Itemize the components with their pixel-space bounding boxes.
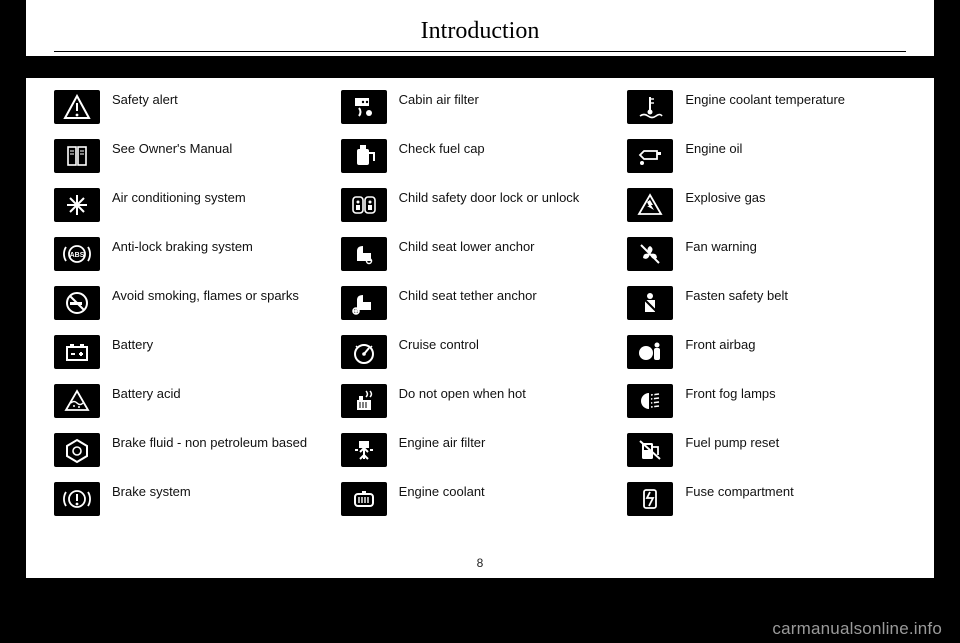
symbol-label: Cruise control — [399, 335, 479, 353]
symbol-label: Engine air filter — [399, 433, 486, 451]
symbol-item: Engine air filter — [341, 433, 620, 467]
symbol-item: Engine oil — [627, 139, 906, 173]
symbol-item: Engine coolant temperature — [627, 90, 906, 124]
symbol-item: Child safety door lock or unlock — [341, 188, 620, 222]
symbol-item: Brake fluid - non petroleum based — [54, 433, 333, 467]
symbol-label: Front fog lamps — [685, 384, 775, 402]
cruise-control-icon — [341, 335, 387, 369]
fuse-compartment-icon — [627, 482, 673, 516]
battery-acid-icon — [54, 384, 100, 418]
fog-lamps-icon — [627, 384, 673, 418]
symbol-item: Fan warning — [627, 237, 906, 271]
symbol-item: Front airbag — [627, 335, 906, 369]
brake-system-icon — [54, 482, 100, 516]
symbol-label: Cabin air filter — [399, 90, 479, 108]
manual-page: Introduction Safety alert See Owner's Man… — [26, 0, 934, 600]
symbol-label: Avoid smoking, flames or sparks — [112, 286, 299, 304]
symbol-item: Front fog lamps — [627, 384, 906, 418]
symbol-column-1: Safety alert See Owner's Manual Air condit… — [54, 90, 333, 552]
fan-warning-icon — [627, 237, 673, 271]
do-not-open-hot-icon — [341, 384, 387, 418]
symbol-column-2: Cabin air filter Check fuel cap Child safe… — [341, 90, 620, 552]
symbol-label: Engine oil — [685, 139, 742, 157]
brake-fluid-icon — [54, 433, 100, 467]
owners-manual-icon — [54, 139, 100, 173]
symbol-item: Battery — [54, 335, 333, 369]
symbol-label: Anti-lock braking system — [112, 237, 253, 255]
symbol-item: Child seat lower anchor — [341, 237, 620, 271]
child-seat-lower-icon — [341, 237, 387, 271]
symbol-label: Fuel pump reset — [685, 433, 779, 451]
symbol-label: See Owner's Manual — [112, 139, 232, 157]
symbol-label: Front airbag — [685, 335, 755, 353]
fuel-pump-reset-icon — [627, 433, 673, 467]
symbol-item: Cabin air filter — [341, 90, 620, 124]
symbol-label: Child seat tether anchor — [399, 286, 537, 304]
no-smoking-icon — [54, 286, 100, 320]
symbol-item: Do not open when hot — [341, 384, 620, 418]
symbol-item: Check fuel cap — [341, 139, 620, 173]
engine-air-filter-icon — [341, 433, 387, 467]
engine-oil-icon — [627, 139, 673, 173]
symbol-item: Explosive gas — [627, 188, 906, 222]
symbol-label: Fuse compartment — [685, 482, 793, 500]
symbol-item: Avoid smoking, flames or sparks — [54, 286, 333, 320]
engine-coolant-icon — [341, 482, 387, 516]
symbol-label: Fasten safety belt — [685, 286, 788, 304]
symbol-grid: Safety alert See Owner's Manual Air condit… — [54, 90, 906, 552]
symbol-item: See Owner's Manual — [54, 139, 333, 173]
symbol-label: Safety alert — [112, 90, 178, 108]
top-black-band — [26, 56, 934, 78]
symbol-label: Child safety door lock or unlock — [399, 188, 580, 206]
symbol-item: Battery acid — [54, 384, 333, 418]
title-rule — [54, 51, 906, 52]
abs-icon — [54, 237, 100, 271]
symbol-label: Explosive gas — [685, 188, 765, 206]
symbol-item: Fuel pump reset — [627, 433, 906, 467]
explosive-gas-icon — [627, 188, 673, 222]
symbol-item: Fuse compartment — [627, 482, 906, 516]
watermark-text: carmanualsonline.info — [772, 619, 942, 639]
battery-icon — [54, 335, 100, 369]
symbol-label: Child seat lower anchor — [399, 237, 535, 255]
symbol-item: Brake system — [54, 482, 333, 516]
symbol-label: Brake system — [112, 482, 191, 500]
air-conditioning-icon — [54, 188, 100, 222]
symbol-label: Do not open when hot — [399, 384, 526, 402]
child-seat-tether-icon — [341, 286, 387, 320]
symbol-label: Battery acid — [112, 384, 181, 402]
check-fuel-cap-icon — [341, 139, 387, 173]
symbol-label: Engine coolant temperature — [685, 90, 845, 108]
symbol-label: Battery — [112, 335, 153, 353]
front-airbag-icon — [627, 335, 673, 369]
safety-alert-icon — [54, 90, 100, 124]
symbol-item: Air conditioning system — [54, 188, 333, 222]
fasten-belt-icon — [627, 286, 673, 320]
child-lock-icon — [341, 188, 387, 222]
symbol-label: Fan warning — [685, 237, 757, 255]
symbol-item: Safety alert — [54, 90, 333, 124]
symbol-item: Cruise control — [341, 335, 620, 369]
symbol-item: Child seat tether anchor — [341, 286, 620, 320]
cabin-air-filter-icon — [341, 90, 387, 124]
symbol-item: Engine coolant — [341, 482, 620, 516]
symbol-item: Anti-lock braking system — [54, 237, 333, 271]
symbol-label: Air conditioning system — [112, 188, 246, 206]
symbol-label: Brake fluid - non petroleum based — [112, 433, 307, 451]
page-number: 8 — [26, 556, 934, 570]
symbol-item: Fasten safety belt — [627, 286, 906, 320]
bottom-black-band — [26, 578, 934, 600]
symbol-label: Check fuel cap — [399, 139, 485, 157]
coolant-temp-icon — [627, 90, 673, 124]
symbol-label: Engine coolant — [399, 482, 485, 500]
symbol-column-3: Engine coolant temperature Engine oil Expl… — [627, 90, 906, 552]
page-title: Introduction — [26, 0, 934, 45]
